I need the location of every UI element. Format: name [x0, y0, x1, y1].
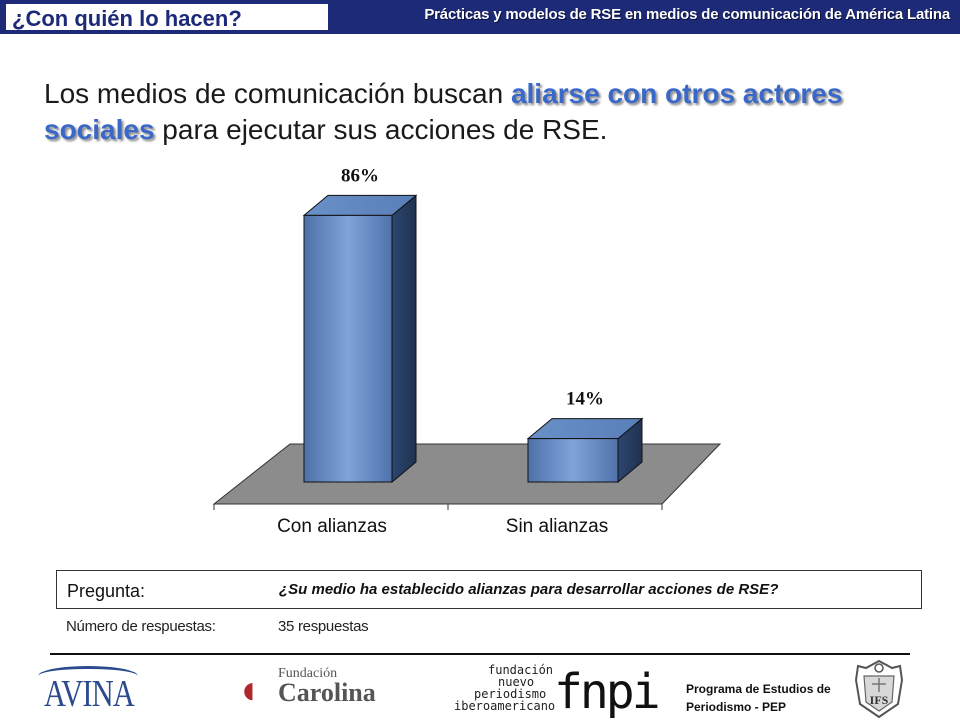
section-title: ¿Con quién lo hacen?	[12, 6, 242, 31]
pep-line-1: Programa de Estudios de	[686, 682, 831, 696]
section-tab: ¿Con quién lo hacen?	[4, 2, 330, 32]
fnpi-line-1: fundación	[488, 663, 554, 677]
university-seal-icon: IFS	[854, 659, 904, 719]
headline-highlight: aliarse con otros actores sociales	[44, 78, 843, 145]
avina-arc	[38, 666, 138, 686]
carolina-c-mark-icon: ◖	[236, 668, 261, 712]
carolina-logo-small: Fundación	[278, 666, 338, 681]
question-label: Pregunta:	[67, 581, 146, 601]
footer-divider	[50, 653, 910, 655]
headline-part1: Los medios de comunicación buscan	[44, 78, 511, 109]
fnpi-line-4: iberoamericano	[454, 699, 556, 713]
responses-label: Número de respuestas:	[66, 618, 216, 635]
carolina-logo-big: Carolina	[278, 678, 376, 707]
slide-headline: Los medios de comunicación buscan aliars…	[44, 76, 864, 148]
fnpi-line-2: nuevo	[498, 675, 535, 689]
presentation-subtitle: Prácticas y modelos de RSE en medios de …	[424, 6, 950, 23]
bar-side-1	[391, 194, 417, 484]
fnpi-logo: fundación nuevo periodismo iberoamerican…	[454, 660, 664, 720]
category-label-1: Con alianzas	[277, 516, 387, 537]
seal-text: IFS	[870, 693, 889, 707]
pep-label: Programa de Estudios de Periodismo - PEP	[686, 680, 831, 716]
chart-floor	[212, 443, 722, 505]
headline-part2: para ejecutar sus acciones de RSE.	[154, 114, 608, 145]
bar-2	[527, 438, 619, 483]
data-label-1: 86%	[341, 165, 379, 186]
bar-1	[303, 214, 393, 483]
fnpi-line-3: periodismo	[474, 687, 547, 701]
question-text: ¿Su medio ha establecido alianzas para d…	[279, 581, 779, 598]
avina-logo-text: AVINA	[44, 673, 135, 715]
pep-line-2: Periodismo - PEP	[686, 700, 787, 714]
category-label-2: Sin alianzas	[506, 516, 608, 537]
fnpi-logo-text: fnpi	[554, 664, 661, 720]
responses-value: 35 respuestas	[278, 618, 369, 635]
avina-logo: AVINA	[36, 664, 154, 715]
fundacion-carolina-logo: ◖ Fundación Carolina	[236, 664, 396, 712]
question-box: Pregunta: ¿Su medio ha establecido alian…	[56, 570, 922, 609]
data-label-2: 14%	[566, 389, 604, 410]
